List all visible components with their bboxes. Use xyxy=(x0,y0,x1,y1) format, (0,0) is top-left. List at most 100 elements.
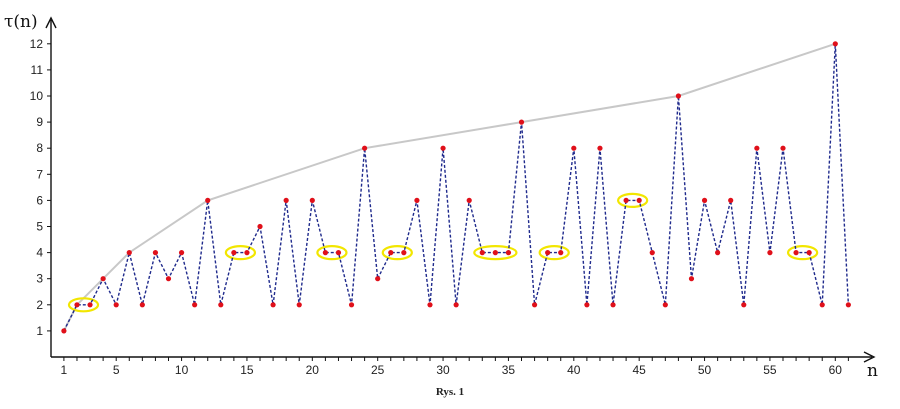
data-point xyxy=(505,250,512,256)
x-axis-title: n xyxy=(867,361,878,381)
divisor-count-series xyxy=(61,41,851,334)
data-point xyxy=(675,93,682,99)
data-point xyxy=(832,41,838,47)
y-tick-label: 6 xyxy=(36,193,43,207)
data-point xyxy=(205,197,211,203)
data-point xyxy=(715,250,721,256)
y-axis-arrow xyxy=(45,16,57,29)
equal-value-highlight xyxy=(617,192,649,208)
data-point xyxy=(113,302,119,308)
y-tick-label: 7 xyxy=(36,167,43,181)
equal-value-highlight xyxy=(381,245,413,261)
data-point xyxy=(388,250,394,256)
data-point xyxy=(87,302,93,308)
x-tick-label: 10 xyxy=(175,363,189,377)
data-point xyxy=(636,197,642,203)
data-point xyxy=(257,223,263,230)
data-point xyxy=(793,250,799,256)
data-point xyxy=(152,250,159,256)
data-point xyxy=(218,302,224,308)
data-point xyxy=(139,302,145,308)
data-point xyxy=(806,250,812,256)
data-point xyxy=(571,145,577,151)
equal-value-highlight xyxy=(67,297,100,313)
data-point xyxy=(845,302,851,308)
data-point xyxy=(165,276,172,282)
data-point xyxy=(479,250,485,256)
data-point xyxy=(701,197,708,203)
data-point xyxy=(780,145,786,151)
record-envelope-line xyxy=(63,42,836,332)
y-tick-label: 12 xyxy=(30,37,44,51)
data-point xyxy=(231,250,237,256)
data-point xyxy=(296,302,302,308)
x-tick-label: 1 xyxy=(61,363,68,377)
data-point xyxy=(192,302,198,308)
x-tick-label: 40 xyxy=(567,363,581,377)
x-tick-label: 45 xyxy=(633,363,647,377)
data-point xyxy=(440,145,446,151)
data-point xyxy=(335,250,342,256)
data-point xyxy=(74,302,80,308)
data-point xyxy=(492,250,498,256)
x-axis-arrow xyxy=(863,351,876,363)
data-point xyxy=(649,250,655,256)
x-tick-label: 60 xyxy=(829,363,843,377)
data-point xyxy=(283,197,289,203)
data-point xyxy=(61,328,67,334)
data-point xyxy=(545,250,551,256)
x-tick-label: 35 xyxy=(502,363,516,377)
x-tick-label: 25 xyxy=(371,363,385,377)
y-tick-label: 4 xyxy=(36,246,43,260)
y-tick-label: 9 xyxy=(36,115,43,129)
data-point xyxy=(531,302,538,308)
figure-caption: Rys. 1 xyxy=(436,386,464,398)
x-tick-label: 20 xyxy=(306,363,320,377)
y-tick-label: 3 xyxy=(36,272,43,286)
data-point xyxy=(597,145,603,151)
data-point xyxy=(741,302,747,308)
data-point xyxy=(767,250,773,256)
axes xyxy=(45,16,876,363)
data-point xyxy=(244,250,250,256)
data-point xyxy=(610,302,616,308)
y-tick-label: 10 xyxy=(30,89,44,103)
record-envelope-series xyxy=(63,42,836,332)
data-point xyxy=(728,197,734,203)
data-point xyxy=(584,302,590,308)
data-point xyxy=(348,302,355,308)
data-point xyxy=(623,197,629,203)
data-point xyxy=(453,302,459,308)
y-tick-label: 11 xyxy=(31,63,44,77)
x-tick-label: 5 xyxy=(113,363,120,377)
equal-value-highlight xyxy=(786,245,819,261)
y-axis-title: τ(n) xyxy=(4,12,38,32)
data-point xyxy=(414,197,420,203)
data-point xyxy=(126,250,132,256)
y-tick-label: 2 xyxy=(36,298,43,312)
x-tick-label: 30 xyxy=(436,363,450,377)
equal-value-highlight xyxy=(538,245,570,261)
data-point xyxy=(375,276,381,282)
data-point xyxy=(178,250,185,256)
data-point xyxy=(362,145,368,151)
data-point xyxy=(270,302,276,308)
data-point xyxy=(819,302,825,308)
x-tick-label: 55 xyxy=(763,363,777,377)
data-point xyxy=(688,276,695,282)
data-point xyxy=(100,276,106,282)
data-point xyxy=(427,302,433,308)
divisor-count-line xyxy=(63,43,850,332)
data-point xyxy=(466,197,472,203)
data-point xyxy=(754,145,760,151)
highlight-group xyxy=(67,192,819,313)
y-tick-label: 5 xyxy=(36,220,43,234)
data-point xyxy=(558,250,564,256)
data-point xyxy=(518,119,525,125)
y-tick-label: 8 xyxy=(36,141,43,155)
data-point xyxy=(322,250,328,256)
equal-value-highlight xyxy=(473,245,518,261)
equal-value-highlight xyxy=(224,245,257,261)
